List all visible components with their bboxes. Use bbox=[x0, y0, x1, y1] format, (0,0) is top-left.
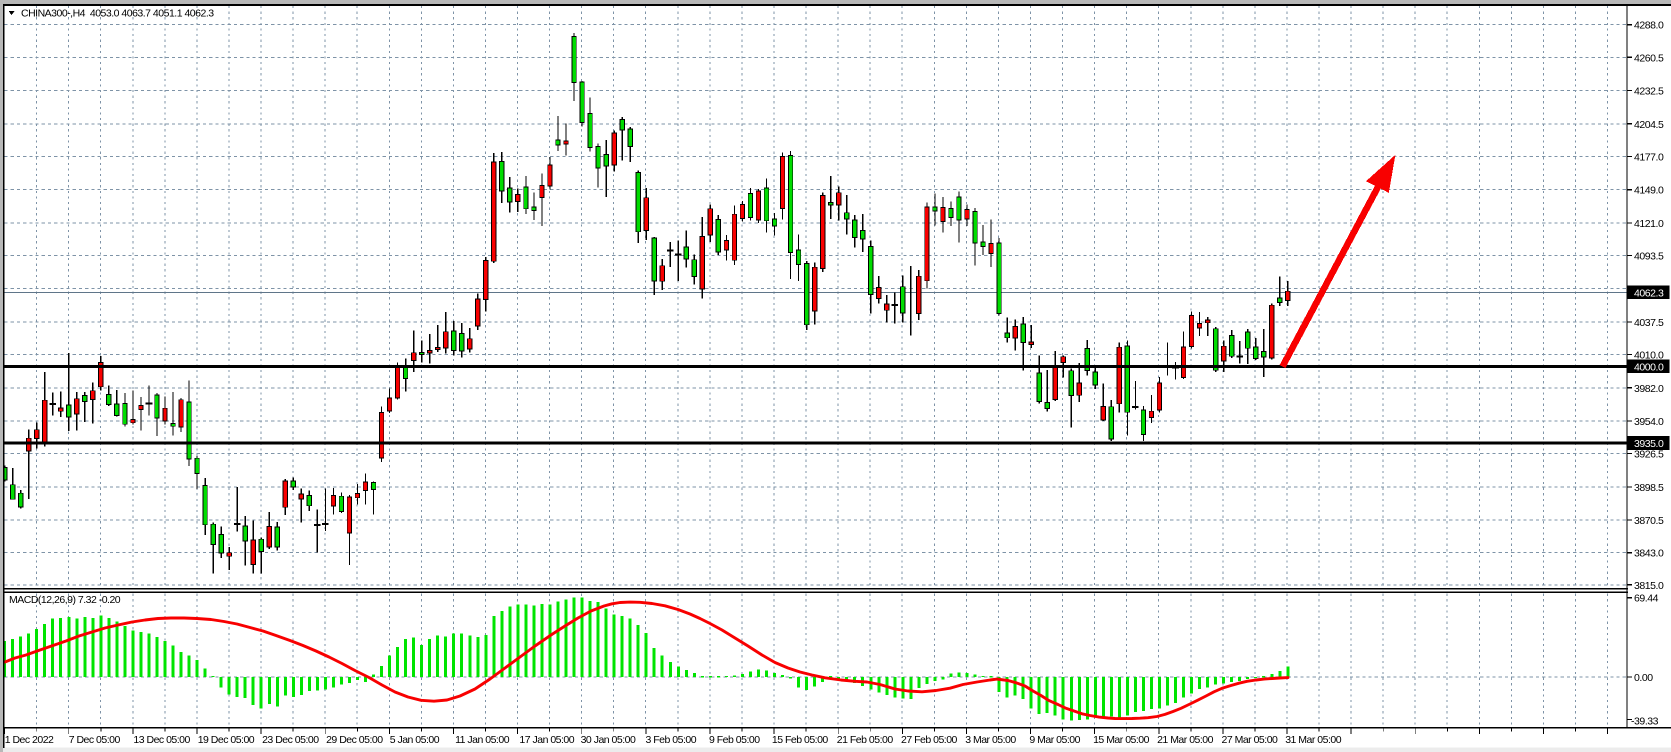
svg-text:4062.3: 4062.3 bbox=[1634, 287, 1664, 299]
svg-text:4121.0: 4121.0 bbox=[1634, 218, 1664, 230]
svg-text:13 Dec 05:00: 13 Dec 05:00 bbox=[133, 734, 190, 746]
svg-text:3954.0: 3954.0 bbox=[1634, 416, 1664, 428]
svg-text:69.44: 69.44 bbox=[1634, 593, 1659, 605]
svg-text:4288.0: 4288.0 bbox=[1634, 20, 1664, 32]
svg-text:4204.5: 4204.5 bbox=[1634, 119, 1664, 131]
svg-text:27 Mar 05:00: 27 Mar 05:00 bbox=[1222, 734, 1279, 746]
svg-text:4177.0: 4177.0 bbox=[1634, 151, 1664, 163]
svg-text:0.00: 0.00 bbox=[1634, 672, 1653, 684]
svg-text:CHINA300-,H4 4053.0 4063.7 40: CHINA300-,H4 4053.0 4063.7 4051.1 4062.3 bbox=[21, 7, 214, 19]
svg-text:30 Jan 05:00: 30 Jan 05:00 bbox=[581, 734, 636, 746]
svg-text:5 Jan 05:00: 5 Jan 05:00 bbox=[390, 734, 440, 746]
svg-text:17 Jan 05:00: 17 Jan 05:00 bbox=[519, 734, 574, 746]
svg-text:21 Feb 05:00: 21 Feb 05:00 bbox=[837, 734, 894, 746]
svg-text:-39.33: -39.33 bbox=[1631, 716, 1659, 728]
svg-text:3898.5: 3898.5 bbox=[1634, 482, 1664, 494]
svg-text:3926.5: 3926.5 bbox=[1634, 449, 1664, 461]
svg-text:19 Dec 05:00: 19 Dec 05:00 bbox=[198, 734, 255, 746]
svg-text:3 Feb 05:00: 3 Feb 05:00 bbox=[646, 734, 697, 746]
svg-text:15 Mar 05:00: 15 Mar 05:00 bbox=[1093, 734, 1150, 746]
svg-text:29 Dec 05:00: 29 Dec 05:00 bbox=[326, 734, 383, 746]
svg-text:4000.0: 4000.0 bbox=[1634, 361, 1664, 373]
svg-text:4149.0: 4149.0 bbox=[1634, 185, 1664, 197]
svg-text:3 Mar 05:00: 3 Mar 05:00 bbox=[965, 734, 1016, 746]
svg-text:3843.0: 3843.0 bbox=[1634, 548, 1664, 560]
svg-text:MACD(12,26,9) 7.32 -0.20: MACD(12,26,9) 7.32 -0.20 bbox=[9, 594, 121, 606]
svg-text:4260.5: 4260.5 bbox=[1634, 52, 1664, 64]
svg-text:4037.5: 4037.5 bbox=[1634, 317, 1664, 329]
svg-text:3935.0: 3935.0 bbox=[1634, 438, 1664, 450]
svg-text:3870.5: 3870.5 bbox=[1634, 515, 1664, 527]
svg-text:3982.0: 3982.0 bbox=[1634, 383, 1664, 395]
svg-text:4232.5: 4232.5 bbox=[1634, 86, 1664, 98]
svg-text:7 Dec 05:00: 7 Dec 05:00 bbox=[69, 734, 121, 746]
svg-text:15 Feb 05:00: 15 Feb 05:00 bbox=[772, 734, 829, 746]
svg-text:21 Mar 05:00: 21 Mar 05:00 bbox=[1157, 734, 1214, 746]
svg-text:4093.5: 4093.5 bbox=[1634, 251, 1664, 263]
svg-text:31 Mar 05:00: 31 Mar 05:00 bbox=[1285, 734, 1342, 746]
svg-text:11 Jan 05:00: 11 Jan 05:00 bbox=[455, 734, 510, 746]
svg-text:1 Dec 2022: 1 Dec 2022 bbox=[5, 734, 54, 746]
svg-text:3815.0: 3815.0 bbox=[1634, 580, 1664, 592]
svg-text:27 Feb 05:00: 27 Feb 05:00 bbox=[901, 734, 958, 746]
svg-text:9 Feb 05:00: 9 Feb 05:00 bbox=[709, 734, 760, 746]
svg-text:23 Dec 05:00: 23 Dec 05:00 bbox=[262, 734, 319, 746]
svg-text:4010.0: 4010.0 bbox=[1634, 350, 1664, 362]
svg-text:9 Mar 05:00: 9 Mar 05:00 bbox=[1029, 734, 1080, 746]
